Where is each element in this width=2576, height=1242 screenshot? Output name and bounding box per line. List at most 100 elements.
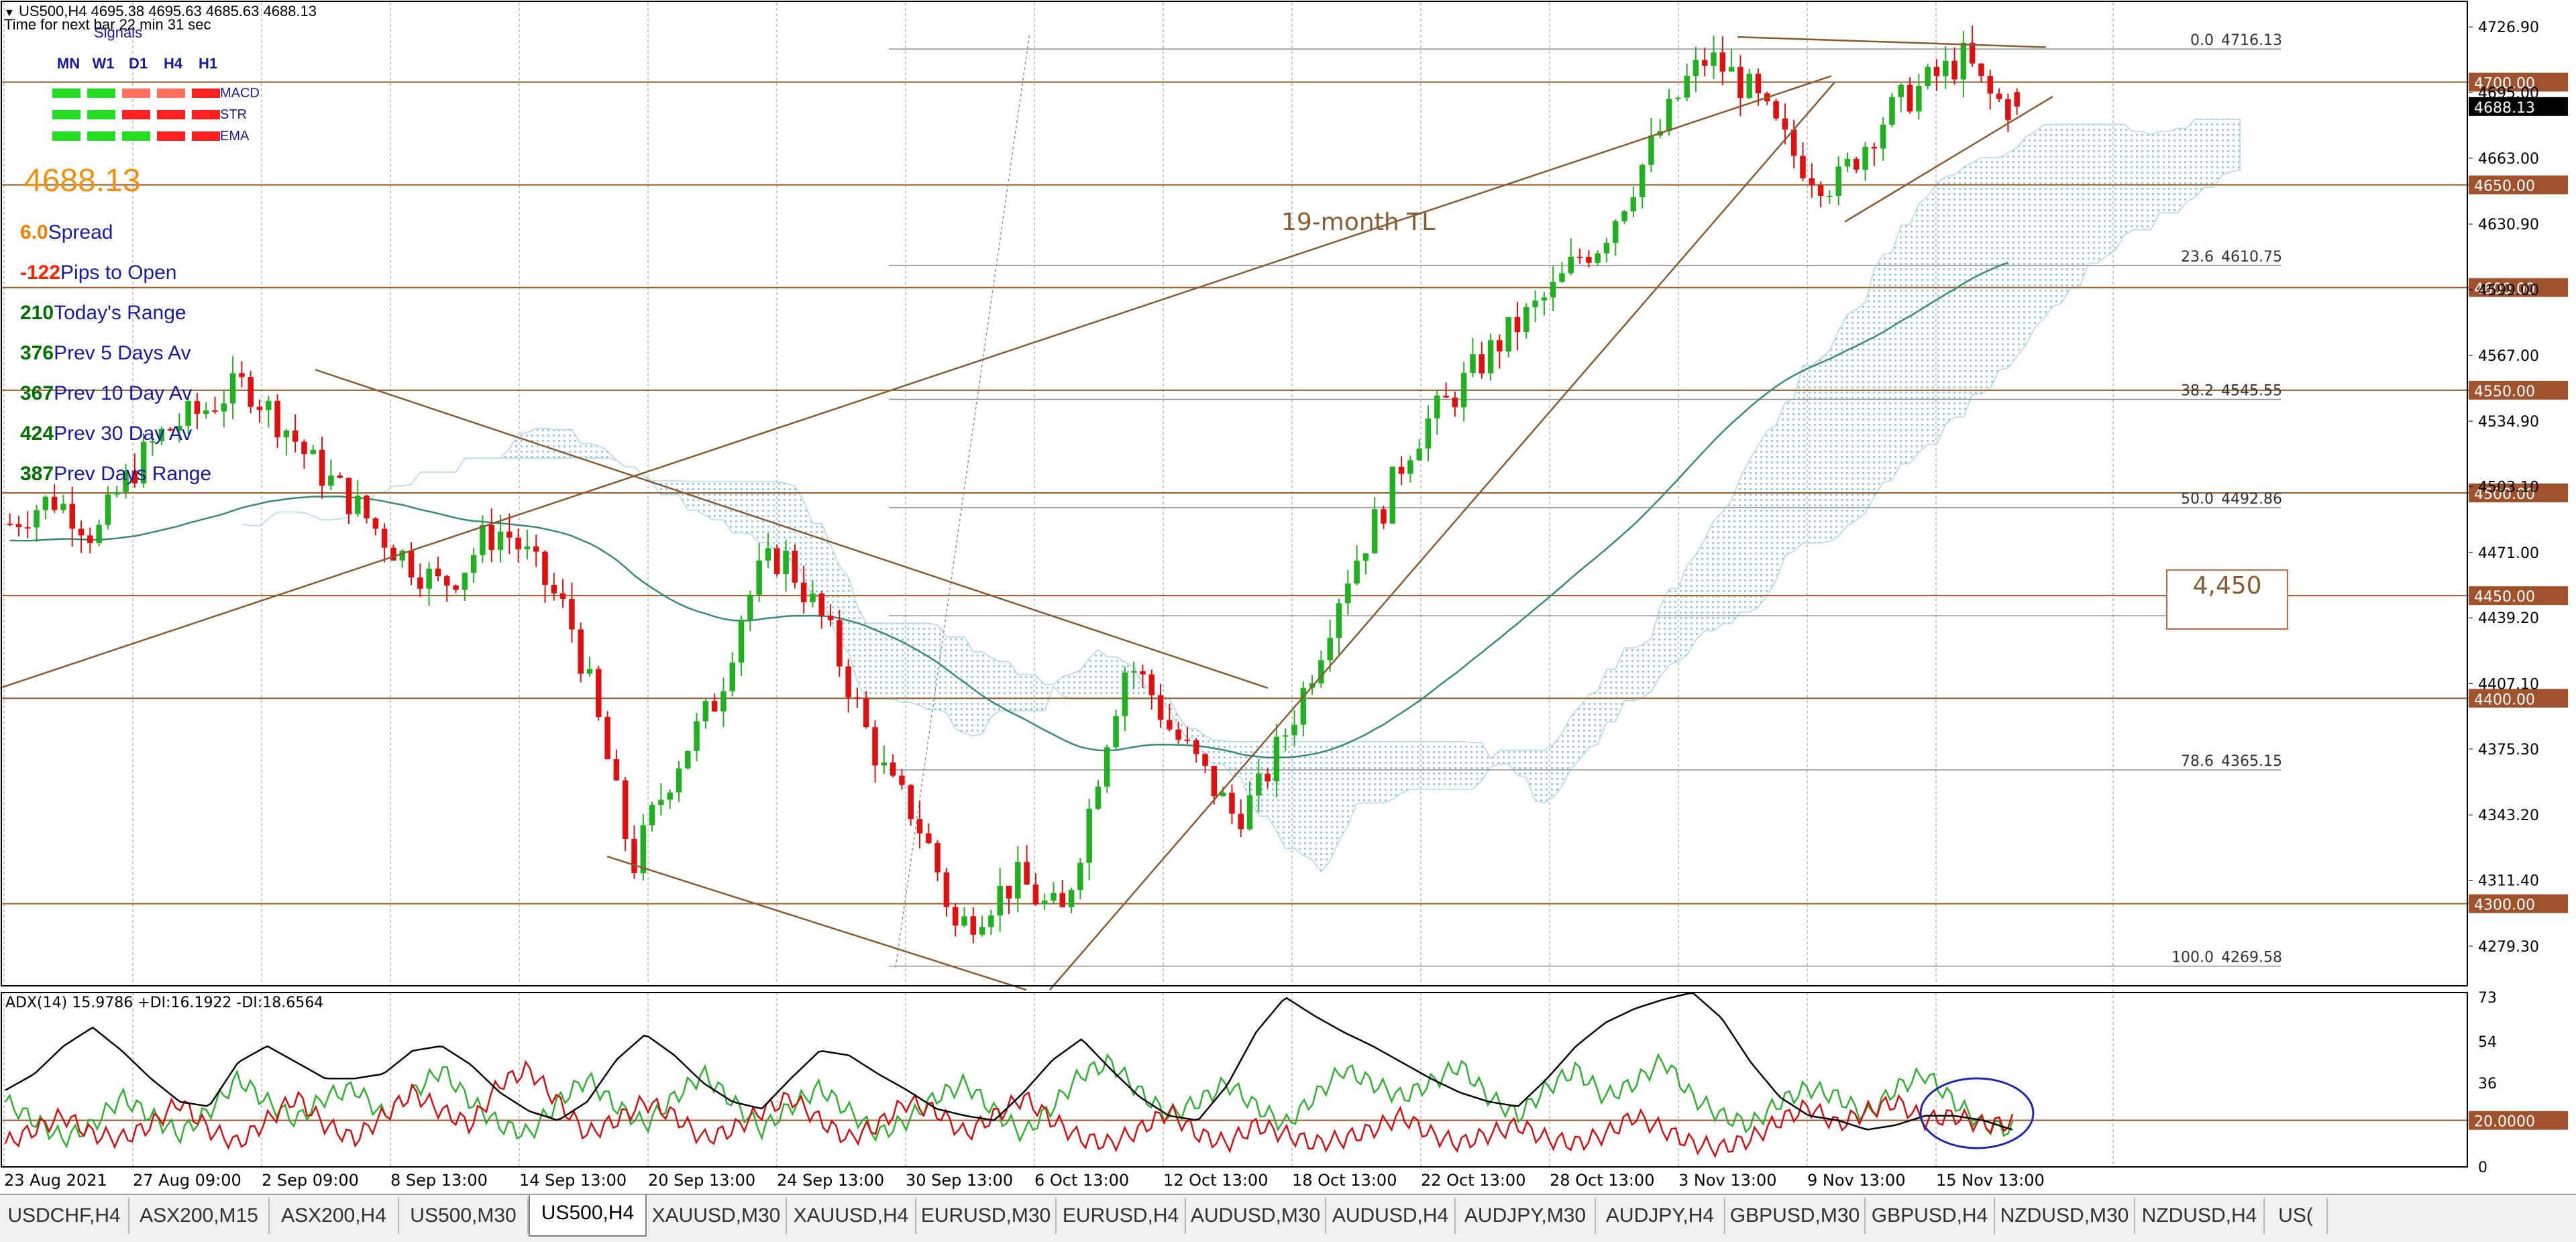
stat-row: 6.0Spread: [20, 221, 113, 244]
tab-eurusd-m30[interactable]: EURUSD,M30: [916, 1198, 1057, 1234]
candle-body: [1434, 395, 1440, 418]
candle-body: [890, 762, 896, 776]
collapse-icon[interactable]: ▼: [4, 7, 15, 19]
price-chart[interactable]: 4700.00 4650.00 4600.00 4550.00 4500.00 4450.…: [0, 0, 2576, 1194]
adx-level-tag-label: 20.0000: [2474, 1114, 2535, 1131]
candle-body: [462, 573, 468, 590]
candle-body: [1068, 890, 1075, 907]
candle-body: [337, 475, 343, 478]
candle-body: [15, 524, 22, 528]
last-price-label: 4688.13: [2474, 100, 2535, 117]
tab-audjpy-h4[interactable]: AUDJPY,H4: [1596, 1198, 1725, 1234]
level-price-tag: [2469, 484, 2568, 502]
tab-eurusd-h4[interactable]: EURUSD,H4: [1057, 1198, 1186, 1234]
level-price-tag: [2469, 278, 2568, 297]
adx-line: [5, 992, 2013, 1131]
tab-audjpy-m30[interactable]: AUDJPY,M30: [1456, 1198, 1596, 1234]
fib-ratio: 100.0: [2171, 950, 2214, 966]
candle-body: [1603, 243, 1610, 253]
tab-xauusd-h4[interactable]: XAUUSD,H4: [787, 1198, 916, 1234]
candle-body: [96, 524, 102, 543]
tab-us-[interactable]: US(: [2265, 1198, 2328, 1234]
candle-body: [203, 410, 209, 414]
tab-usdchf-h4[interactable]: USDCHF,H4: [0, 1198, 129, 1234]
tab-nzdusd-m30[interactable]: NZDUSD,M30: [1995, 1198, 2135, 1234]
candle-body: [1130, 671, 1137, 673]
signal-cell: [87, 89, 115, 98]
candle-body: [667, 792, 673, 800]
ema-line: [9, 262, 2008, 758]
tab-xauusd-m30[interactable]: XAUUSD,M30: [647, 1198, 787, 1234]
candle-body: [1291, 724, 1297, 736]
last-price-tag: [2469, 97, 2568, 116]
stat-value: -122: [20, 262, 61, 284]
candle-body: [1354, 561, 1360, 584]
candle-body: [248, 377, 254, 407]
y-tick-label: 4279.30: [2478, 939, 2539, 956]
tab-nzdusd-h4[interactable]: NZDUSD,H4: [2135, 1198, 2265, 1234]
candle-body: [596, 669, 602, 718]
stat-row: 210Today's Range: [20, 302, 186, 325]
stat-label: Prev 30 Day Av: [54, 422, 193, 445]
y-tick-label: 4695.00: [2478, 85, 2539, 102]
timeframe-label: MN: [56, 55, 80, 72]
x-tick-label: 14 Sep 13:00: [519, 1171, 627, 1190]
candle-body: [524, 546, 531, 550]
signals-panel: Signals MN W1 D1 H4 H1 MACD STR EMA: [47, 24, 282, 145]
y-tick-label: 4439.20: [2478, 610, 2539, 627]
candle-body: [1666, 99, 1672, 131]
candle-body: [1193, 740, 1199, 754]
candle-body: [1532, 300, 1538, 307]
candle-body: [1871, 146, 1878, 149]
candle-body: [1728, 66, 1735, 72]
candle-body: [1273, 736, 1280, 782]
tab-gbpusd-m30[interactable]: GBPUSD,M30: [1725, 1198, 1866, 1234]
candle-body: [1541, 297, 1548, 301]
tab-us500-h4[interactable]: US500,H4: [529, 1195, 647, 1237]
candle-body: [390, 547, 396, 561]
candlesticks: [7, 25, 2020, 944]
candle-body: [158, 429, 164, 441]
candle-body: [1648, 135, 1654, 165]
candle-body: [542, 551, 548, 585]
tab-us500-m30[interactable]: US500,M30: [399, 1198, 529, 1234]
candle-body: [1595, 253, 1601, 263]
candle-body: [934, 843, 941, 872]
candle-body: [631, 838, 637, 873]
level-price-label: 4300.00: [2474, 897, 2535, 914]
candle-body-last: [2014, 92, 2020, 107]
candle-body: [1113, 716, 1119, 748]
candle-body: [837, 620, 843, 667]
y-tick-label: 4311.40: [2478, 873, 2539, 890]
x-tick-label: 3 Nov 13:00: [1678, 1171, 1777, 1190]
candle-body: [60, 504, 66, 510]
signals-title: Signals: [94, 24, 143, 41]
candle-body: [256, 406, 263, 410]
candle-body: [997, 885, 1003, 916]
tab-gbpusd-h4[interactable]: GBPUSD,H4: [1866, 1198, 1995, 1234]
candle-body: [1051, 893, 1057, 901]
candle-body: [1300, 687, 1307, 725]
candle-body: [399, 551, 406, 561]
tab-audusd-m30[interactable]: AUDUSD,M30: [1186, 1198, 1326, 1234]
candle-body: [1827, 195, 1833, 197]
candle-body: [1460, 373, 1467, 408]
tab-audusd-h4[interactable]: AUDUSD,H4: [1326, 1198, 1456, 1234]
candle-body: [1140, 671, 1146, 675]
candle-body: [150, 441, 156, 443]
tab-asx200-h4[interactable]: ASX200,H4: [270, 1198, 399, 1234]
candle-body: [1523, 306, 1529, 333]
axes: 4688.13 4726.90 4695.00 4663.00 4630.90 4599.…: [1, 1, 2568, 1190]
candle-body: [470, 555, 477, 573]
candle-body: [408, 551, 415, 578]
adx-y-tick-label: 54: [2478, 1034, 2497, 1051]
candle-body: [1095, 787, 1102, 809]
candle-body: [1925, 66, 1931, 86]
tab-asx200-m15[interactable]: ASX200,M15: [129, 1198, 270, 1234]
stat-row: -122Pips to Open: [20, 262, 176, 284]
stat-row: 367Prev 10 Day Av: [20, 382, 192, 405]
x-tick-label: 9 Nov 13:00: [1807, 1171, 1906, 1190]
minus-di-line: [4, 1060, 2014, 1159]
stat-label: Spread: [48, 221, 113, 243]
current-price-display: 4688.13: [24, 163, 141, 199]
